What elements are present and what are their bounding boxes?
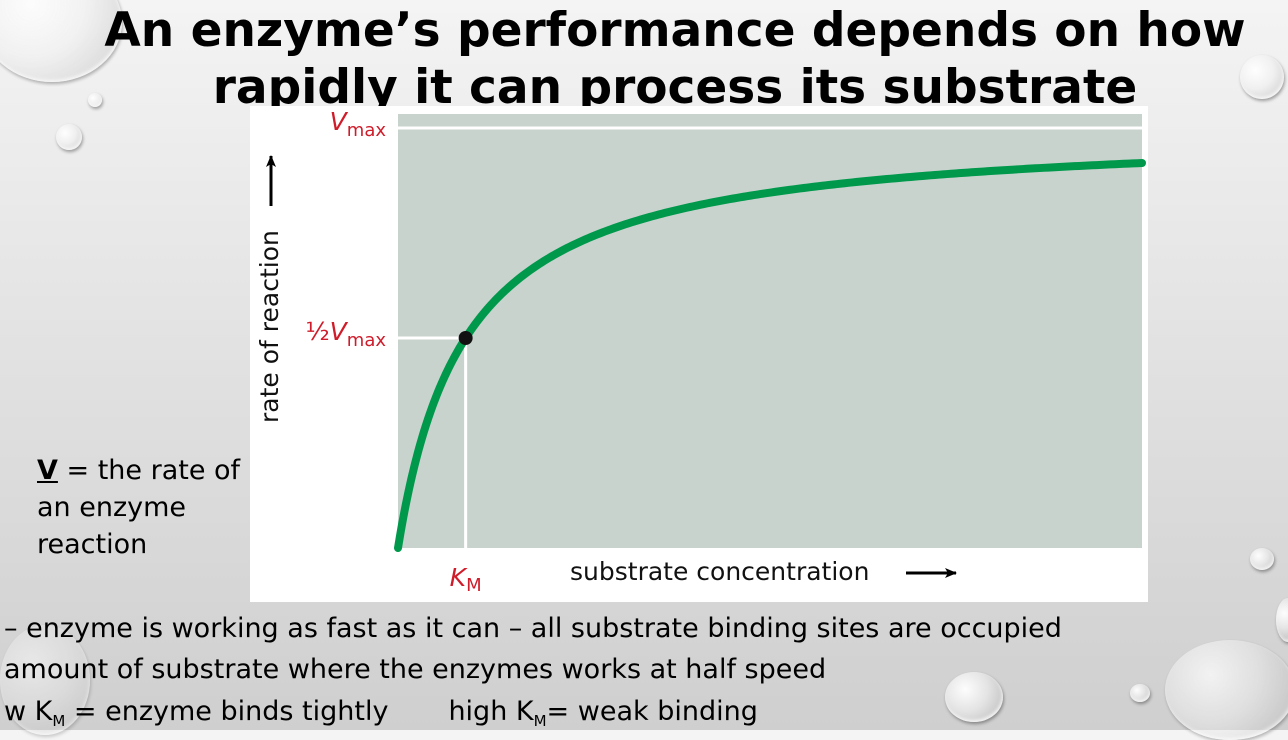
low-km-sub: M [52,712,66,730]
water-drop [1276,598,1288,642]
water-drop [945,672,1003,722]
water-drop [56,124,82,150]
water-drop [1130,684,1150,702]
water-drop [1165,640,1288,740]
low-km-prefix: w K [4,696,53,727]
km-point [458,331,473,345]
chart-svg: Vmax ½Vmax KM substrate concentration ra… [255,107,1146,596]
plot-area [398,114,1142,548]
vmax-label-main: V [330,107,349,136]
water-drop [0,625,90,735]
half-vmax-label: ½Vmax [305,317,386,351]
half-vmax-label-sub: max [347,330,387,351]
v-definition: V = the rate of an enzyme reaction [37,452,247,563]
km-label-main: K [450,563,469,592]
vmax-label-sub: max [347,120,387,141]
enzyme-kinetics-chart: Vmax ½Vmax KM substrate concentration ra… [250,106,1148,602]
v-symbol: V [37,455,58,486]
km-label: KM [450,563,482,596]
low-km-text: = enzyme binds tightly [65,696,389,727]
water-drop [1250,548,1274,570]
km-label-sub: M [466,575,482,596]
water-drop [1240,55,1284,99]
half-vmax-label-prefix: ½ [305,317,329,346]
rate-curve [394,159,1146,552]
v-definition-text: = the rate of an enzyme reaction [37,455,241,560]
water-drop [88,93,102,107]
high-km-sub: M [533,712,547,730]
vmax-label: Vmax [330,107,387,141]
high-km-text: = weak binding [546,696,758,727]
slide-title: An enzyme’s performance depends on how r… [104,3,1246,115]
half-vmax-label-main: V [330,317,349,346]
y-axis-label: rate of reaction [255,230,284,423]
km-explanation: amount of substrate where the enzymes wo… [4,654,827,685]
vmax-explanation: – enzyme is working as fast as it can – … [4,613,1062,644]
x-axis-label: substrate concentration [570,557,869,586]
binding-explanation: w KM = enzyme binds tightly high KM= weak… [4,695,758,732]
high-km-prefix: high K [448,696,534,727]
